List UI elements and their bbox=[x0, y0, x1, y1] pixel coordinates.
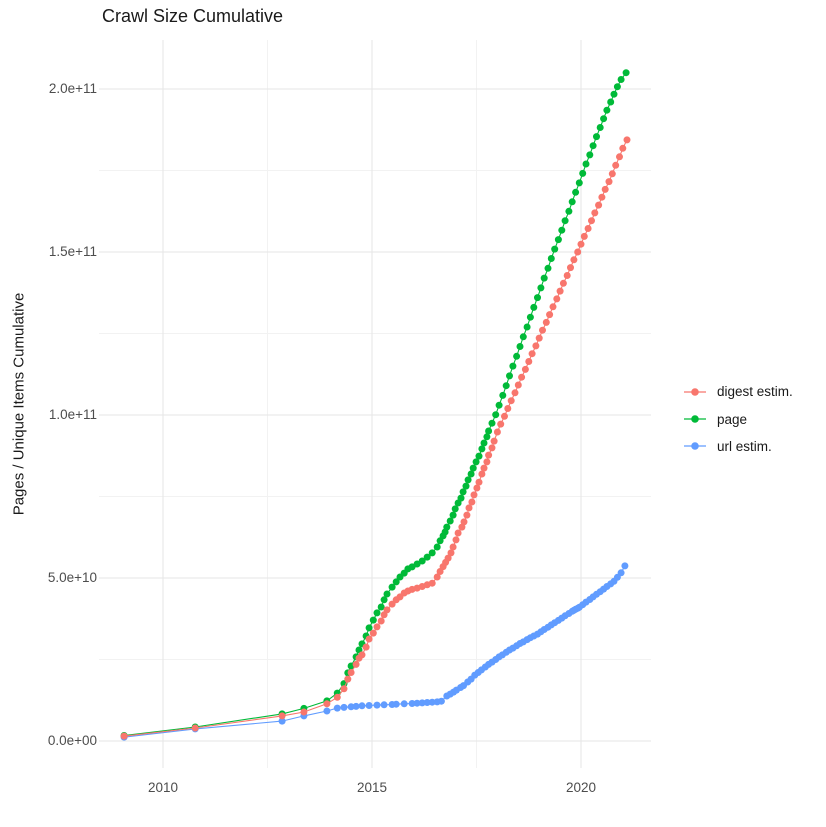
gridlines-major bbox=[99, 40, 651, 768]
legend-key-icon bbox=[684, 415, 706, 423]
legend-key-icon bbox=[684, 442, 706, 451]
y-tick-label: 0.0e+00 bbox=[47, 733, 97, 748]
gridlines-minor bbox=[99, 40, 651, 768]
legend-item: page bbox=[683, 405, 793, 432]
chart-title: Crawl Size Cumulative bbox=[102, 6, 284, 26]
legend-item: digest estim. bbox=[683, 378, 793, 405]
y-tick-label: 1.5e+11 bbox=[48, 244, 97, 259]
legend-item-label: page bbox=[717, 411, 748, 427]
y-tick-label: 2.0e+11 bbox=[48, 81, 97, 96]
legend-item-label: digest estim. bbox=[717, 384, 793, 400]
x-tick-label: 2010 bbox=[147, 780, 179, 795]
legend-item: url estim. bbox=[683, 433, 793, 460]
legend: digest estim. page url estim. bbox=[683, 378, 793, 460]
legend-item-label: url estim. bbox=[717, 438, 772, 454]
x-tick-label: 2020 bbox=[565, 780, 597, 795]
series-page bbox=[120, 69, 630, 739]
y-axis-title: Pages / Unique Items Cumulative bbox=[10, 292, 28, 516]
series-url-estim bbox=[120, 562, 629, 741]
y-tick-label: 5.0e+10 bbox=[47, 570, 97, 585]
y-tick-label: 1.0e+11 bbox=[48, 407, 97, 422]
series-digest-estim bbox=[120, 136, 631, 740]
legend-key-icon bbox=[684, 387, 706, 396]
x-tick-label: 2015 bbox=[356, 780, 388, 795]
